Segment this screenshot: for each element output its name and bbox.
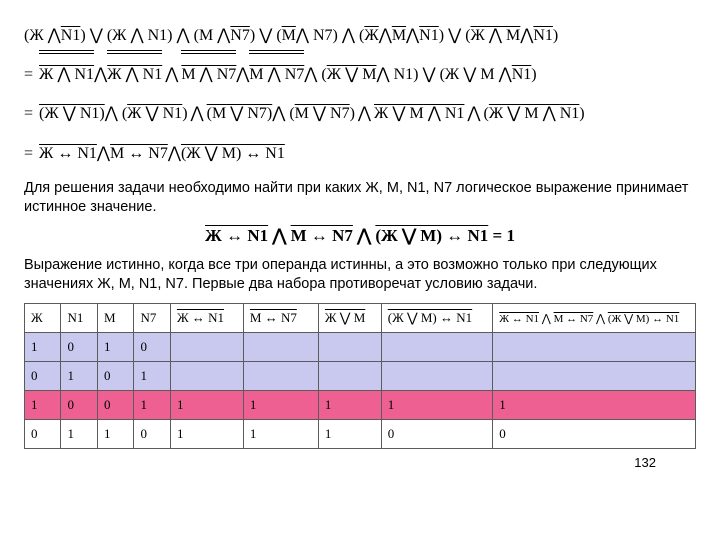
table-cell — [493, 362, 696, 391]
table-cell — [493, 333, 696, 362]
formula-line-4: = Ж ↔ N1 ⋀ М ↔ N7 ⋀ (Ж ⋁ М) ↔ N1 — [24, 136, 696, 171]
col-n1: N1 — [61, 304, 97, 333]
formula-derivation: (Ж ⋀ N1) ⋁ (Ж ⋀ N1) ⋀ (М ⋀ N7) ⋁ (М ⋀ N7… — [24, 18, 696, 171]
table-cell: 1 — [97, 333, 133, 362]
table-cell: 1 — [61, 362, 97, 391]
col-f5: Ж ↔ N1 ⋀ М ↔ N7 ⋀ (Ж ⋁ М) ↔ N1 — [493, 304, 696, 333]
table-row: 011011100 — [25, 420, 696, 449]
table-cell: 0 — [134, 420, 170, 449]
table-cell: 1 — [318, 420, 381, 449]
col-n7: N7 — [134, 304, 170, 333]
col-f1: Ж ↔ N1 — [170, 304, 243, 333]
truth-table: Ж N1 М N7 Ж ↔ N1 М ↔ N7 Ж ⋁ М (Ж ⋁ М) ↔ … — [24, 303, 696, 449]
table-cell: 0 — [493, 420, 696, 449]
table-cell — [243, 333, 318, 362]
table-header-row: Ж N1 М N7 Ж ↔ N1 М ↔ N7 Ж ⋁ М (Ж ⋁ М) ↔ … — [25, 304, 696, 333]
table-cell: 0 — [61, 391, 97, 420]
table-cell — [170, 333, 243, 362]
paragraph-2: Выражение истинно, когда все три операнд… — [24, 256, 696, 295]
table-cell — [381, 362, 492, 391]
table-cell: 1 — [25, 391, 61, 420]
table-cell — [243, 362, 318, 391]
table-cell: 1 — [381, 391, 492, 420]
table-cell — [170, 362, 243, 391]
table-cell — [381, 333, 492, 362]
col-f3: Ж ⋁ М — [318, 304, 381, 333]
table-cell: 0 — [97, 362, 133, 391]
col-f2: М ↔ N7 — [243, 304, 318, 333]
formula-line-1: (Ж ⋀ N1) ⋁ (Ж ⋀ N1) ⋀ (М ⋀ N7) ⋁ (М ⋀ N7… — [24, 18, 696, 53]
table-cell: 1 — [97, 420, 133, 449]
table-row: 0101 — [25, 362, 696, 391]
table-cell: 1 — [61, 420, 97, 449]
table-cell: 1 — [493, 391, 696, 420]
table-cell: 0 — [134, 333, 170, 362]
table-cell: 0 — [97, 391, 133, 420]
col-m: М — [97, 304, 133, 333]
table-cell: 1 — [134, 391, 170, 420]
table-cell: 1 — [134, 362, 170, 391]
page-number: 132 — [24, 455, 696, 470]
formula-line-2: = Ж ⋀ N1 ⋀ Ж ⋀ N1⋀ М ⋀ N7 ⋀ М ⋀ N7 ⋀ (Ж … — [24, 57, 696, 92]
table-cell: 1 — [243, 420, 318, 449]
table-cell: 1 — [170, 391, 243, 420]
table-cell: 0 — [25, 362, 61, 391]
table-cell — [318, 333, 381, 362]
center-formula: Ж ↔ N1 ⋀ М ↔ N7 ⋀ (Ж ⋁ М) ↔ N1 = 1 — [24, 226, 696, 246]
col-zh: Ж — [25, 304, 61, 333]
table-cell: 0 — [381, 420, 492, 449]
formula-line-3: = (Ж ⋁ N1) ⋀ (Ж ⋁ N1)⋀ (М ⋁ N7) ⋀ (М ⋁ N… — [24, 96, 696, 131]
col-f4: (Ж ⋁ М) ↔ N1 — [381, 304, 492, 333]
table-cell: 1 — [170, 420, 243, 449]
table-cell: 0 — [25, 420, 61, 449]
table-cell: 1 — [25, 333, 61, 362]
table-row: 1010 — [25, 333, 696, 362]
table-row: 100111111 — [25, 391, 696, 420]
table-cell: 1 — [318, 391, 381, 420]
table-cell — [318, 362, 381, 391]
table-cell: 1 — [243, 391, 318, 420]
paragraph-1: Для решения задачи необходимо найти при … — [24, 179, 696, 218]
table-cell: 0 — [61, 333, 97, 362]
